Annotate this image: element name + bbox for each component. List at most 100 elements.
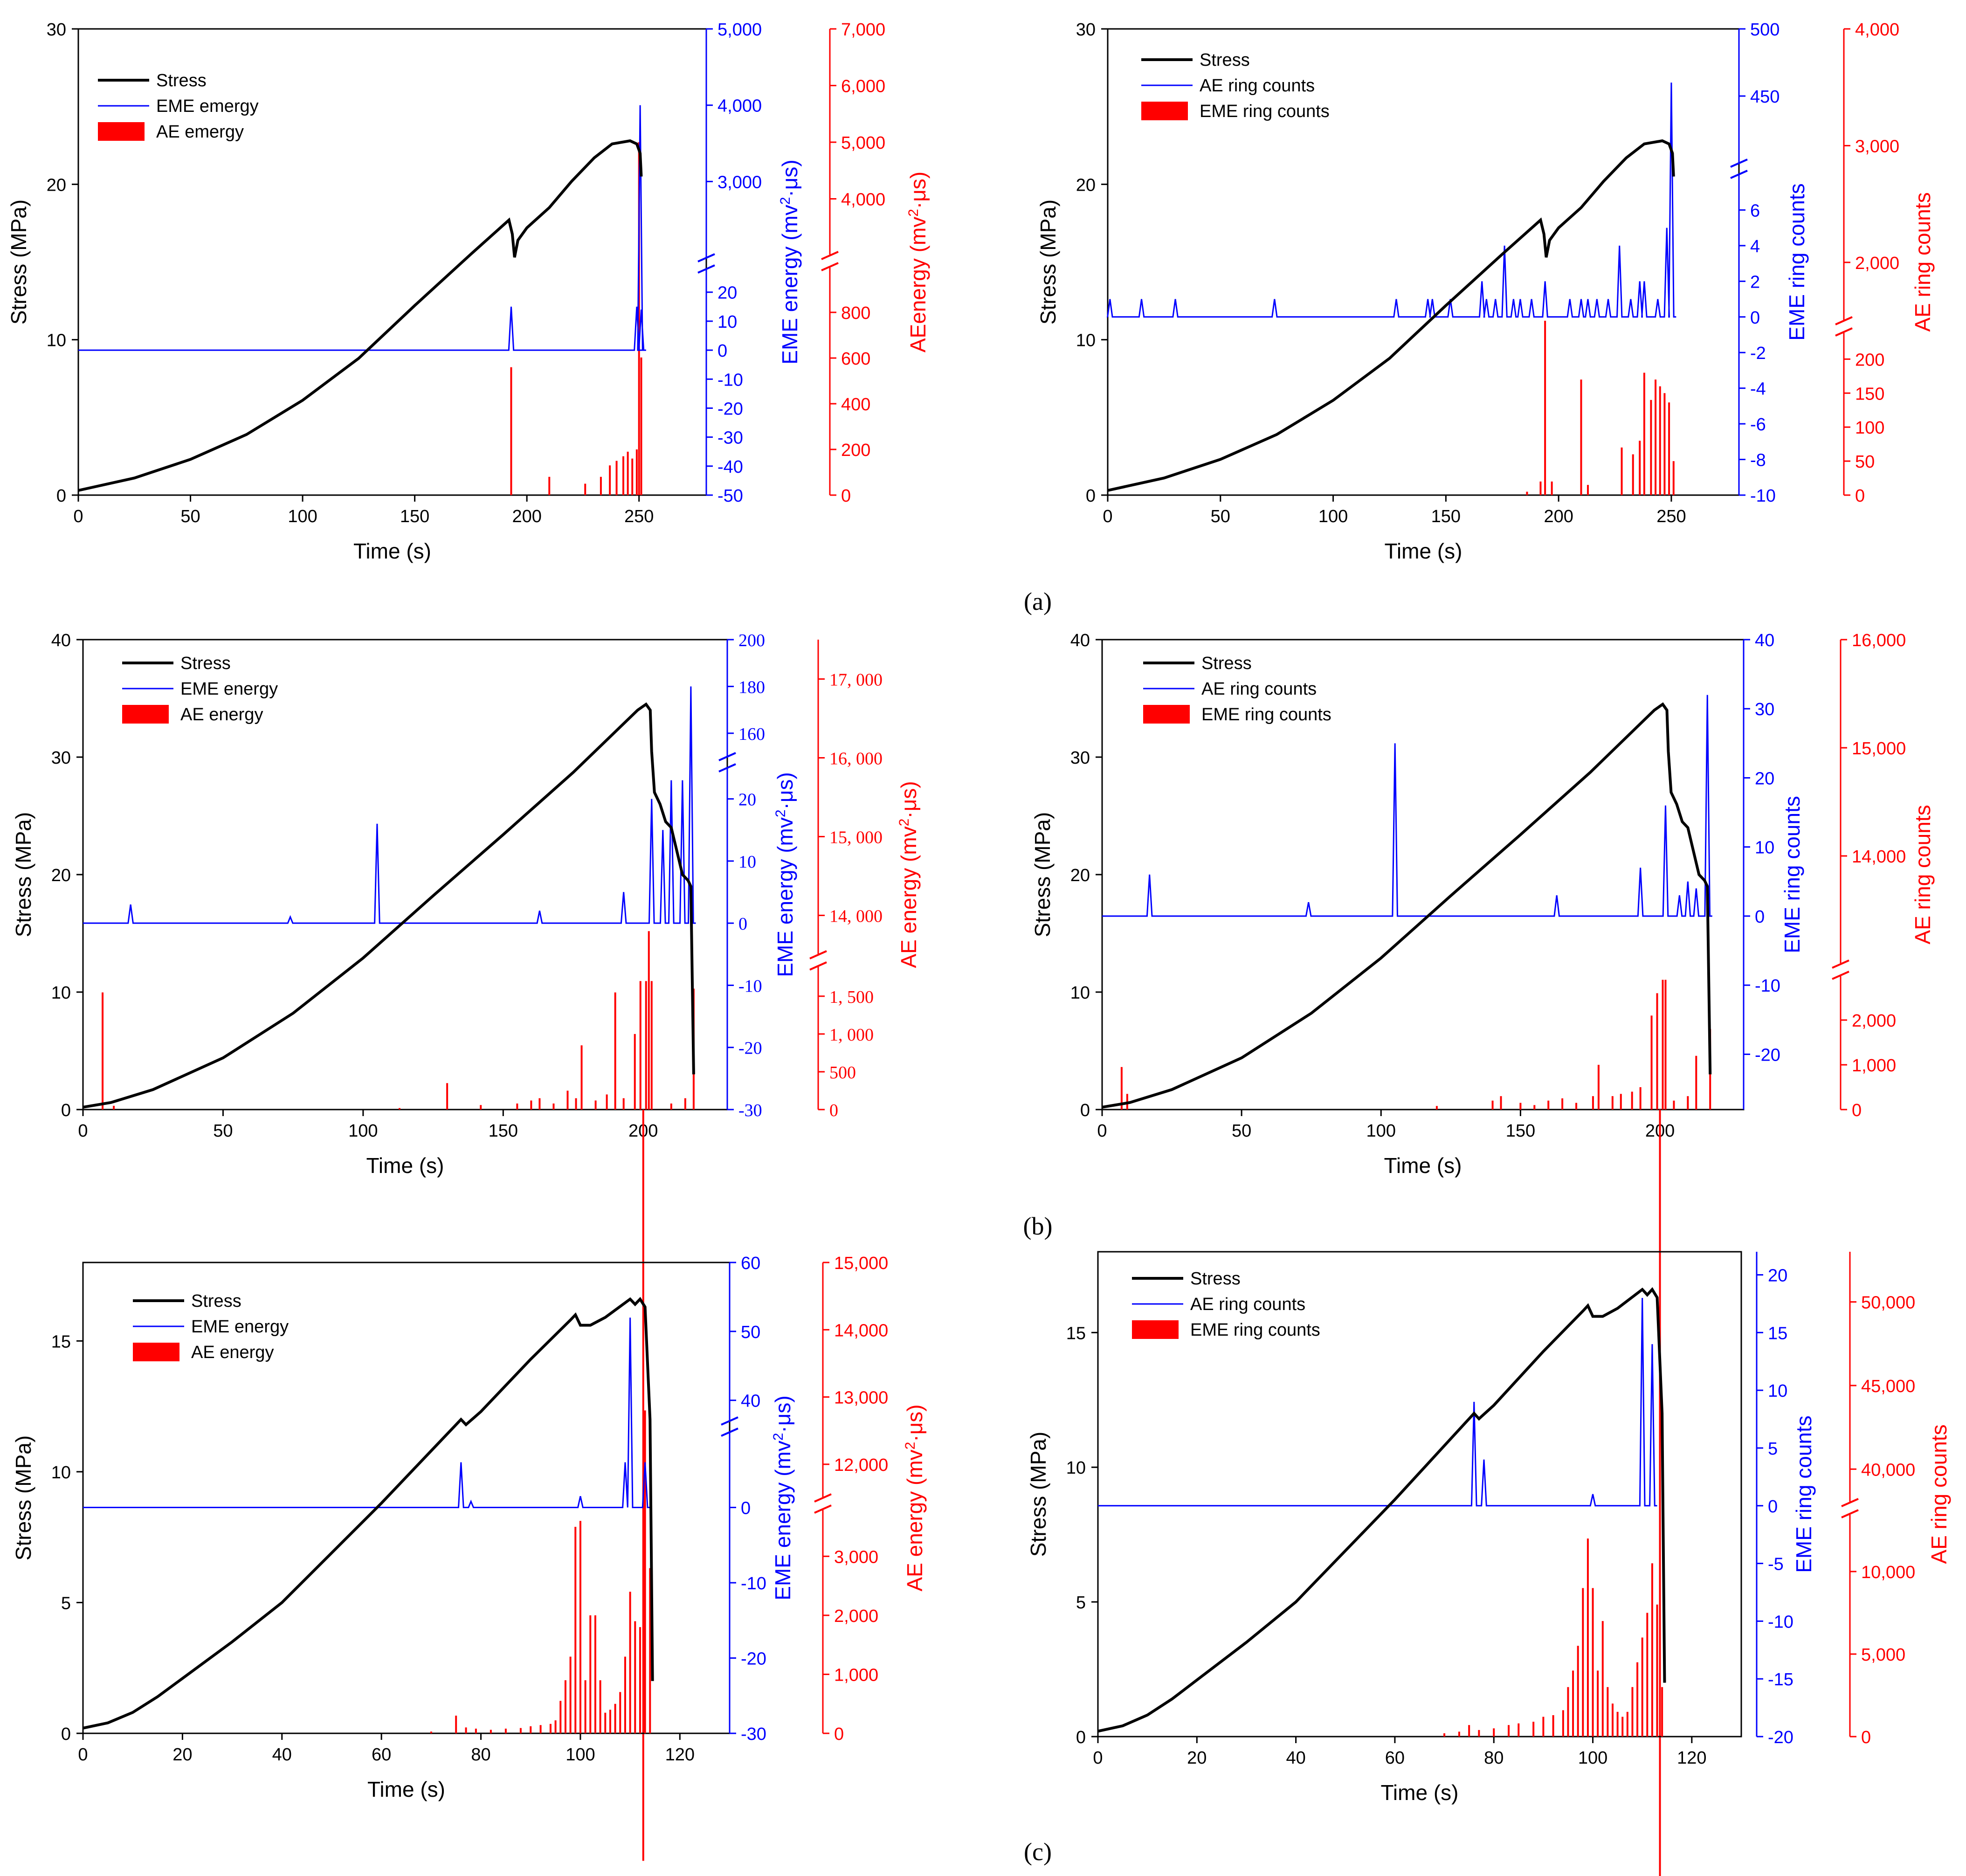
y2-tick-label: -8 xyxy=(1750,451,1766,470)
x-tick-label: 100 xyxy=(1318,507,1348,526)
stress-series-line xyxy=(83,1297,654,1730)
y2-tick-label: 30 xyxy=(1755,700,1774,719)
y2-tick-label: 0 xyxy=(717,341,727,361)
legend-blue-label: EME energy xyxy=(180,679,278,699)
y3-tick-label: 0 xyxy=(1855,486,1865,506)
legend-red-swatch xyxy=(1141,102,1188,120)
y2-axis-break-mark xyxy=(1730,159,1748,168)
x-tick-label: 0 xyxy=(1093,1748,1103,1768)
x-tick-label: 100 xyxy=(1366,1121,1396,1141)
y2-axis-break-mark xyxy=(718,763,736,772)
y3-tick-label: 40,000 xyxy=(1861,1460,1915,1480)
legend-red-swatch xyxy=(98,122,145,141)
y1-tick-label: 20 xyxy=(1076,175,1096,195)
y2-tick-label: 10 xyxy=(717,312,737,332)
x-tick-label: 100 xyxy=(566,1745,595,1765)
y2-tick-label: 20 xyxy=(1768,1266,1787,1286)
x-tick-label: 0 xyxy=(1097,1121,1107,1141)
y3-axis-break-mark xyxy=(1841,1509,1859,1518)
x-tick-label: 60 xyxy=(1385,1748,1405,1768)
y1-tick-label: 30 xyxy=(1076,20,1096,40)
y3-tick-label: 14,000 xyxy=(834,1321,888,1340)
y2-tick-label: -15 xyxy=(1768,1670,1794,1690)
y2-tick-label: 10 xyxy=(738,852,756,872)
y2-tick-label: -10 xyxy=(717,370,743,390)
y2-tick-label: 500 xyxy=(1750,20,1780,40)
y2-axis-label: EME ring counts xyxy=(1792,1415,1816,1573)
y2-axis-break-mark xyxy=(721,1416,738,1426)
y2-tick-label: 200 xyxy=(738,631,765,650)
y2-tick-label: 20 xyxy=(738,790,756,810)
legend: Stress AE ring counts EME ring counts xyxy=(1143,654,1331,724)
legend-blue-label: AE ring counts xyxy=(1200,76,1315,96)
y1-tick-label: 0 xyxy=(1086,486,1096,506)
legend-stress-label: Stress xyxy=(156,71,207,90)
y1-tick-label: 30 xyxy=(1070,748,1090,768)
y1-tick-label: 0 xyxy=(61,1101,71,1120)
y3-tick-label: 16, 000 xyxy=(829,749,883,769)
y3-tick-label: 5,000 xyxy=(841,133,885,153)
legend-red-swatch xyxy=(122,705,169,724)
y2-axis-label: EME ring counts xyxy=(1785,183,1809,340)
legend: Stress EME energy AE energy xyxy=(122,654,278,724)
x-tick-label: 250 xyxy=(624,507,654,526)
legend-red-swatch xyxy=(133,1343,179,1361)
x-tick-label: 40 xyxy=(1286,1748,1305,1768)
y2-axis-break-mark xyxy=(1730,170,1748,179)
y2-axis-break-mark xyxy=(697,253,715,262)
x-axis-label: Time (s) xyxy=(1381,1780,1459,1805)
legend-red-label: AE emergy xyxy=(156,122,244,142)
x-tick-label: 150 xyxy=(1506,1121,1535,1141)
y2-tick-label: 10 xyxy=(1768,1381,1787,1401)
eme-series-line xyxy=(1098,1298,1657,1507)
y3-tick-label: 0 xyxy=(829,1101,838,1120)
y1-tick-label: 10 xyxy=(51,1463,71,1483)
y2-tick-label: -10 xyxy=(1750,486,1776,506)
x-tick-label: 120 xyxy=(665,1745,695,1765)
legend-red-swatch xyxy=(1143,705,1190,724)
y3-axis-break-mark xyxy=(814,1493,832,1503)
y1-tick-label: 30 xyxy=(51,748,71,768)
y3-tick-label: 400 xyxy=(841,395,870,414)
y2-tick-label: 10 xyxy=(1755,838,1774,858)
y1-tick-label: 40 xyxy=(1070,631,1090,650)
x-tick-label: 100 xyxy=(348,1121,378,1141)
y1-axis-label: Stress (MPa) xyxy=(11,1435,35,1560)
legend: Stress AE ring counts EME ring counts xyxy=(1141,50,1330,121)
y2-tick-label: -20 xyxy=(1768,1728,1794,1747)
y3-tick-label: 4,000 xyxy=(841,190,885,210)
y2-tick-label: -4 xyxy=(1750,379,1766,399)
y3-tick-label: 14, 000 xyxy=(829,907,883,926)
legend-stress-label: Stress xyxy=(1201,654,1252,673)
plot-frame xyxy=(1101,639,1745,1110)
y2-tick-label: 40 xyxy=(741,1392,760,1411)
x-tick-label: 40 xyxy=(272,1745,292,1765)
y3-tick-label: 0 xyxy=(1861,1728,1871,1747)
y2-axis-break-mark xyxy=(697,264,715,274)
y3-tick-label: 500 xyxy=(829,1063,856,1083)
chart-c-left: 0 20 40 60 80 100 120 Time (s) 0 5 10 15 Stress (MPa… xyxy=(11,1254,927,1801)
y3-tick-label: 1,000 xyxy=(1852,1056,1896,1076)
y2-tick-label: 20 xyxy=(1755,769,1774,788)
legend: Stress EME emergy AE emergy xyxy=(98,71,259,142)
legend: Stress EME energy AE energy xyxy=(133,1291,289,1362)
y1-tick-label: 5 xyxy=(61,1593,71,1613)
y2-tick-label: 0 xyxy=(1768,1497,1778,1517)
x-tick-label: 20 xyxy=(172,1745,192,1765)
y3-tick-label: 0 xyxy=(1852,1101,1862,1120)
y2-tick-label: 50 xyxy=(741,1323,760,1342)
eme-series-line xyxy=(78,105,646,351)
legend: Stress AE ring counts EME ring counts xyxy=(1132,1269,1320,1340)
y2-tick-label: 0 xyxy=(741,1499,751,1518)
y3-axis-break-mark xyxy=(1835,316,1853,325)
y2-tick-label: 0 xyxy=(738,914,747,934)
x-tick-label: 100 xyxy=(1578,1748,1607,1768)
y3-axis-label: AE ring counts xyxy=(1911,192,1935,331)
y1-tick-label: 10 xyxy=(47,331,66,351)
x-tick-label: 80 xyxy=(471,1745,490,1765)
legend-blue-label: EME energy xyxy=(191,1317,289,1337)
